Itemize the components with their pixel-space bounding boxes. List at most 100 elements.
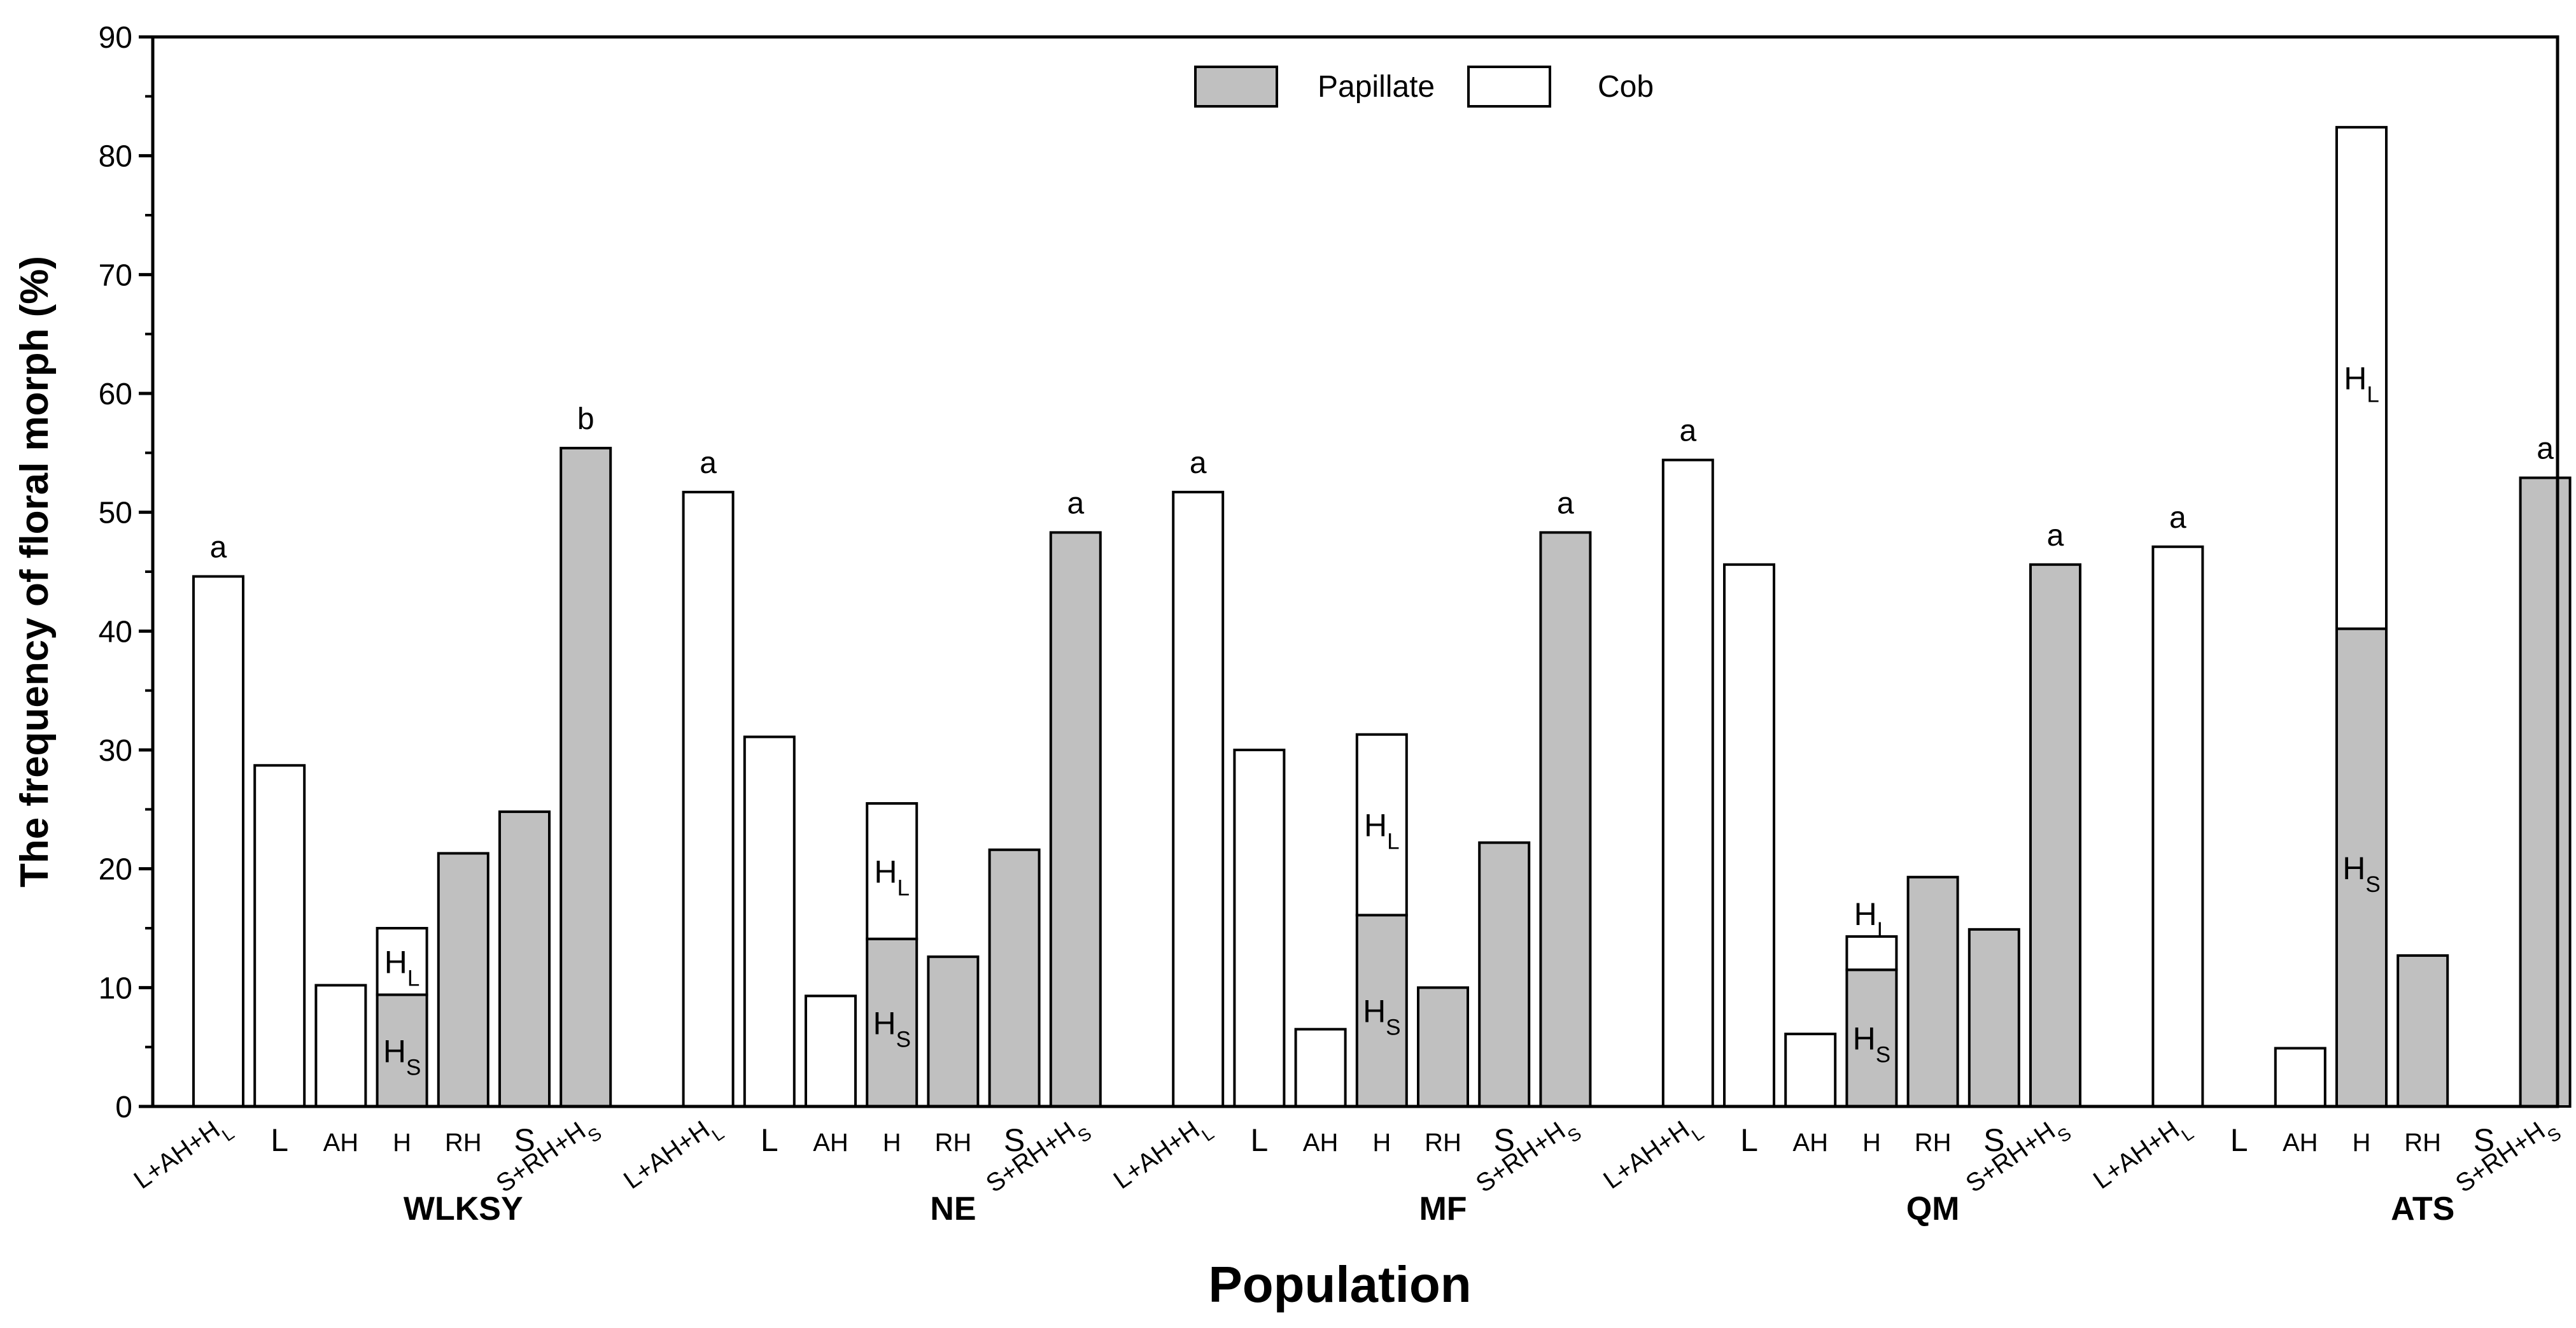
bar-ats-lahh-cob: [2151, 545, 2204, 1108]
x-category-label: S+RH+HS: [2451, 1110, 2565, 1204]
bar-qm-srhh-papillate: [2029, 563, 2081, 1108]
y-tick-label: 30: [99, 734, 132, 768]
bar-wlksy-ah-cob: [314, 984, 367, 1108]
bar-wlksy-s-papillate: [498, 810, 551, 1108]
bar-wlksy-lahh-cob: [192, 575, 244, 1108]
group-label: WLKSY: [404, 1190, 523, 1227]
significance-letter: a: [1067, 486, 1084, 520]
segment-label: HS: [383, 1033, 421, 1080]
legend-label-cob: Cob: [1598, 70, 1654, 104]
x-category-label: L+AH+HL: [1598, 1110, 1707, 1201]
x-category-label: H: [393, 1129, 411, 1157]
legend-swatch-papillate: [1194, 66, 1278, 108]
x-category-label: L+AH+HL: [2088, 1110, 2197, 1201]
bar-ne-srhh-papillate: [1049, 531, 1102, 1108]
bar-mf-ah-cob: [1294, 1028, 1347, 1108]
legend-swatch-cob: [1467, 66, 1551, 108]
y-tick-label: 40: [99, 615, 132, 649]
bar-mf-rh-papillate: [1417, 986, 1469, 1108]
bars-layer: a HS HL b a HS HL a a HS HL a a HS HL a a HS HL a: [192, 125, 2572, 1108]
segment-label: HS: [2342, 851, 2380, 897]
x-category-label: L: [271, 1122, 288, 1158]
segment-label: HL: [384, 944, 420, 991]
significance-letter: a: [210, 530, 227, 564]
significance-letter: b: [577, 402, 595, 436]
bar-mf-h-papillate: [1355, 914, 1408, 1108]
significance-letter: a: [2537, 432, 2554, 466]
x-category-label: AH: [323, 1129, 359, 1157]
x-category-label: L+AH+HL: [129, 1110, 237, 1201]
y-tick-label: 80: [99, 140, 132, 174]
x-category-label: L: [1250, 1122, 1268, 1158]
x-category-label: H: [1862, 1129, 1881, 1157]
bar-ne-l-cob: [743, 735, 796, 1108]
bar-wlksy-srhh-papillate: [560, 446, 612, 1108]
x-category-label: RH: [445, 1129, 482, 1157]
segment-label: HS: [1853, 1021, 1890, 1068]
x-category-label: S: [1494, 1122, 1515, 1158]
x-category-label: AH: [1303, 1129, 1339, 1157]
group-mf: a HS HL a: [1172, 446, 1592, 1108]
bar-mf-s-papillate: [1478, 841, 1531, 1108]
group-label: ATS: [2391, 1190, 2454, 1227]
bar-wlksy-rh-papillate: [437, 852, 489, 1108]
significance-letter: a: [2169, 501, 2186, 535]
bar-ne-s-papillate: [988, 848, 1041, 1108]
y-tick-label: 10: [99, 971, 132, 1005]
y-tick-label: 70: [99, 258, 132, 292]
group-label: QM: [1906, 1190, 1960, 1227]
bar-qm-lahh-cob: [1661, 458, 1714, 1108]
bar-ats-ah-cob: [2274, 1047, 2326, 1108]
group-qm: a HS HL a: [1661, 414, 2081, 1108]
group-ne: a HS HL a: [682, 446, 1102, 1108]
segment-label: HL: [1854, 896, 1890, 943]
group-wlksy: a HS HL b: [192, 402, 612, 1108]
bar-mf-l-cob: [1233, 749, 1286, 1108]
segment-label: HL: [1364, 808, 1400, 854]
bar-ats-h-cob: [2335, 125, 2388, 630]
legend-label-papillate: Papillate: [1318, 70, 1435, 104]
significance-letter: a: [1190, 446, 1207, 480]
bar-wlksy-h-papillate: [376, 993, 428, 1108]
bar-qm-rh-papillate: [1906, 875, 1959, 1108]
bar-mf-h-cob: [1355, 733, 1408, 917]
x-category-label: RH: [935, 1129, 972, 1157]
y-tick-label: 90: [99, 21, 132, 55]
x-category-label: S+RH+HS: [1961, 1110, 2075, 1204]
x-axis-title: Population: [1208, 1256, 1471, 1313]
significance-letter: a: [1679, 414, 1696, 448]
bar-ats-h-papillate: [2335, 627, 2388, 1108]
bar-qm-h-cob: [1845, 935, 1898, 971]
x-category-label: H: [883, 1129, 901, 1157]
x-category-label: AH: [2283, 1129, 2318, 1157]
x-category-label: H: [2353, 1129, 2371, 1157]
bar-ats-srhh-papillate: [2519, 476, 2572, 1108]
bar-mf-srhh-papillate: [1539, 531, 1592, 1108]
x-category-label: S: [1983, 1122, 2004, 1158]
group-label: NE: [930, 1190, 976, 1227]
bar-ats-rh-papillate: [2397, 954, 2449, 1108]
significance-letter: a: [700, 446, 717, 480]
x-category-label: AH: [813, 1129, 848, 1157]
bar-ne-ah-cob: [805, 994, 857, 1108]
x-category-label: RH: [1915, 1129, 1952, 1157]
bar-ne-rh-papillate: [927, 955, 980, 1108]
segment-label: HL: [874, 854, 910, 900]
bar-qm-ah-cob: [1784, 1033, 1837, 1108]
group-label: MF: [1419, 1190, 1467, 1227]
segment-label: HS: [873, 1005, 910, 1052]
x-category-label: AH: [1792, 1129, 1828, 1157]
segment-label: HS: [1363, 994, 1400, 1040]
legend: Papillate Cob: [1194, 66, 1654, 108]
x-category-label: L: [761, 1122, 778, 1158]
significance-letter: a: [1557, 486, 1574, 520]
x-category-label: L+AH+HL: [1109, 1110, 1218, 1201]
bar-qm-s-papillate: [1967, 928, 2020, 1108]
bar-ne-h-cob: [866, 802, 918, 940]
x-category-label: S+RH+HS: [1471, 1110, 1585, 1204]
y-axis-title: The frequency of floral morph (%): [13, 256, 57, 887]
x-category-label: S+RH+HS: [981, 1110, 1095, 1204]
